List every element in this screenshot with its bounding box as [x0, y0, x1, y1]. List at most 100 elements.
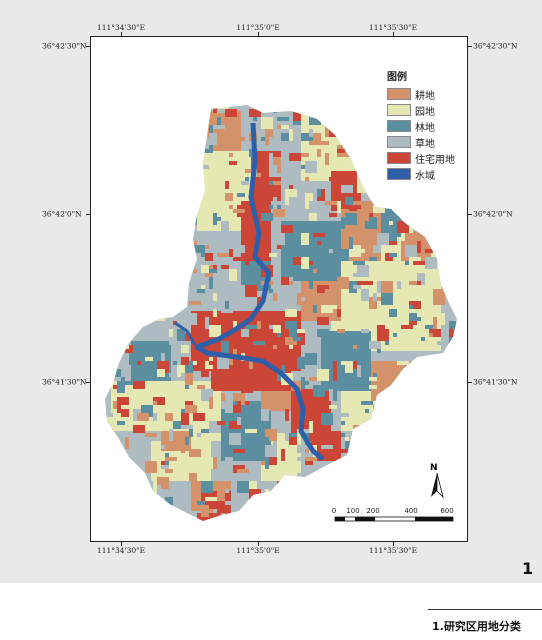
land-patch	[133, 425, 145, 433]
land-patch	[141, 173, 153, 181]
land-patch	[165, 145, 173, 149]
land-patch	[225, 393, 229, 397]
land-patch	[389, 421, 401, 433]
land-patch	[329, 405, 337, 409]
land-patch	[121, 125, 129, 137]
land-patch	[121, 105, 133, 113]
land-patch	[201, 285, 205, 289]
land-patch	[401, 325, 413, 329]
land-patch	[297, 357, 305, 369]
land-patch	[317, 517, 325, 521]
land-patch	[257, 509, 269, 513]
land-patch	[241, 413, 253, 421]
land-patch	[317, 285, 325, 293]
land-patch	[153, 309, 157, 313]
land-patch	[189, 449, 201, 457]
land-patch	[241, 329, 249, 337]
land-patch	[269, 181, 273, 185]
land-patch	[117, 173, 129, 181]
land-patch	[421, 381, 429, 393]
land-patch	[269, 337, 277, 345]
legend-label: 林地	[415, 122, 435, 134]
land-patch	[301, 133, 313, 141]
land-patch	[417, 385, 429, 397]
land-patch	[297, 445, 301, 453]
land-patch	[145, 185, 153, 193]
land-patch	[141, 177, 145, 181]
land-patch	[377, 405, 381, 409]
land-patch	[233, 449, 245, 453]
land-patch	[393, 425, 405, 433]
land-patch	[129, 129, 133, 133]
land-patch	[365, 149, 377, 153]
land-patch	[105, 125, 109, 129]
land-patch	[265, 129, 273, 137]
land-patch	[185, 105, 197, 113]
land-patch	[133, 121, 141, 133]
land-patch	[361, 281, 373, 285]
land-patch	[105, 133, 113, 141]
land-patch	[177, 417, 181, 421]
land-patch	[345, 393, 349, 405]
land-patch	[261, 381, 265, 389]
land-patch	[145, 461, 157, 473]
land-patch	[373, 373, 377, 377]
land-patch	[281, 225, 293, 233]
land-patch	[369, 377, 377, 381]
land-patch	[449, 333, 453, 345]
land-patch	[201, 505, 209, 513]
land-patch	[197, 513, 201, 521]
land-patch	[273, 441, 277, 445]
land-patch	[305, 381, 309, 385]
land-patch	[457, 333, 468, 337]
land-patch	[113, 401, 117, 409]
land-patch	[305, 193, 313, 201]
land-patch	[285, 189, 297, 197]
land-patch	[133, 381, 145, 389]
land-patch	[245, 285, 257, 297]
legend-item-forest: 林地	[387, 118, 467, 134]
land-patch	[165, 201, 177, 213]
land-patch	[161, 313, 165, 317]
land-patch	[189, 241, 197, 245]
land-patch	[185, 361, 193, 373]
land-patch	[217, 109, 225, 113]
land-patch	[373, 205, 385, 213]
land-patch	[113, 113, 125, 121]
land-patch	[317, 189, 321, 197]
land-patch	[181, 193, 189, 205]
land-patch	[137, 289, 149, 293]
land-patch	[105, 417, 113, 425]
land-patch	[405, 413, 413, 425]
land-patch	[401, 421, 405, 425]
land-patch	[337, 309, 341, 317]
land-patch	[361, 329, 369, 333]
scale-label-0: 0	[331, 507, 337, 515]
land-patch	[137, 153, 145, 161]
land-patch	[129, 125, 141, 137]
land-patch	[173, 217, 181, 225]
land-patch	[169, 205, 181, 209]
land-patch	[353, 249, 365, 253]
land-patch	[361, 457, 373, 469]
land-patch	[301, 165, 305, 169]
land-patch	[225, 301, 229, 309]
land-patch	[237, 193, 245, 197]
land-patch	[217, 357, 229, 369]
scale-label-100: 100	[346, 507, 360, 515]
land-patch	[181, 333, 193, 341]
land-patch	[381, 189, 385, 193]
land-patch	[249, 445, 261, 453]
land-patch	[385, 409, 389, 417]
land-patch	[181, 249, 189, 257]
land-patch	[217, 421, 225, 425]
land-patch	[181, 517, 185, 521]
land-patch	[137, 105, 141, 117]
land-patch	[133, 157, 137, 169]
land-patch	[373, 293, 377, 301]
land-patch	[437, 441, 449, 445]
land-patch	[353, 425, 365, 437]
land-patch	[453, 209, 457, 221]
land-patch	[241, 181, 249, 185]
legend-item-residential: 住宅用地	[387, 150, 467, 166]
